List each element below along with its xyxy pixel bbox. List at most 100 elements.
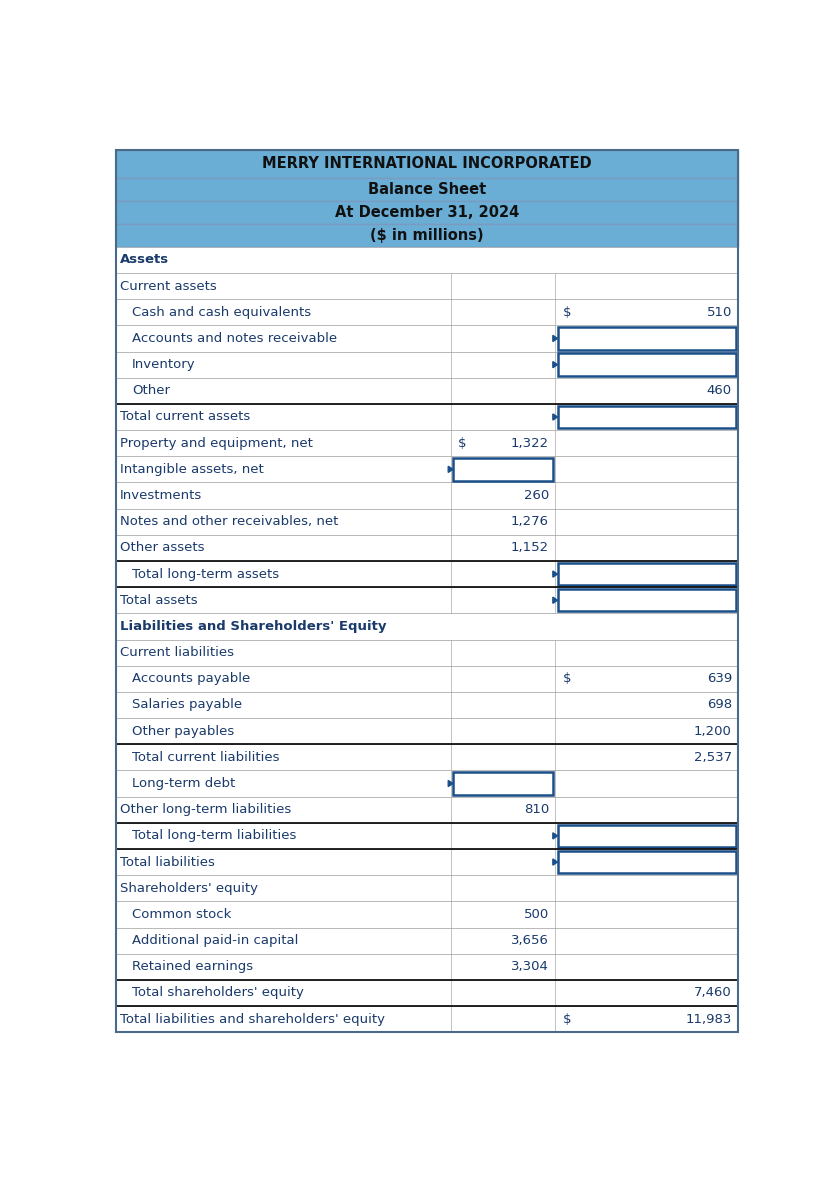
Text: Current assets: Current assets (120, 280, 217, 292)
Text: 510: 510 (706, 305, 732, 318)
Bar (557, 563, 736, 585)
Text: Liabilities and Shareholders' Equity: Liabilities and Shareholders' Equity (120, 620, 387, 633)
Bar (557, 851, 736, 874)
Bar (116, 273, 738, 299)
Bar (116, 299, 738, 326)
Text: 698: 698 (706, 699, 732, 711)
Polygon shape (553, 414, 557, 420)
Text: Investments: Investments (120, 490, 202, 502)
Bar (557, 353, 736, 376)
Text: Cash and cash equivalents: Cash and cash equivalents (132, 305, 312, 318)
Polygon shape (553, 361, 557, 367)
Bar (116, 718, 738, 745)
Bar (116, 326, 738, 352)
Bar (116, 928, 738, 954)
Text: Total long-term liabilities: Total long-term liabilities (132, 830, 297, 843)
Text: Total long-term assets: Total long-term assets (132, 567, 279, 581)
Text: Salaries payable: Salaries payable (132, 699, 242, 711)
Text: Balance Sheet: Balance Sheet (368, 182, 486, 196)
Text: Intangible assets, net: Intangible assets, net (120, 463, 263, 476)
Bar (116, 849, 738, 875)
Bar (116, 150, 738, 177)
Text: $: $ (563, 1013, 571, 1026)
Bar (116, 796, 738, 822)
Bar (116, 201, 738, 224)
Bar (116, 666, 738, 692)
Text: 1,276: 1,276 (511, 515, 549, 528)
Text: 1,200: 1,200 (694, 724, 732, 737)
Text: Total current liabilities: Total current liabilities (132, 751, 280, 764)
Bar (453, 772, 553, 795)
Bar (116, 613, 738, 639)
Text: At December 31, 2024: At December 31, 2024 (335, 205, 519, 220)
Text: MERRY INTERNATIONAL INCORPORATED: MERRY INTERNATIONAL INCORPORATED (262, 156, 591, 171)
Text: Additional paid-in capital: Additional paid-in capital (132, 934, 298, 947)
Text: Total liabilities and shareholders' equity: Total liabilities and shareholders' equi… (120, 1013, 385, 1026)
Polygon shape (553, 597, 557, 603)
Bar (116, 352, 738, 378)
Text: Notes and other receivables, net: Notes and other receivables, net (120, 515, 338, 528)
Polygon shape (448, 780, 453, 786)
Bar (116, 771, 738, 796)
Text: Property and equipment, net: Property and equipment, net (120, 437, 312, 450)
Text: 810: 810 (524, 803, 549, 816)
Bar (116, 745, 738, 771)
Text: Total shareholders' equity: Total shareholders' equity (132, 986, 304, 999)
Bar (116, 875, 738, 901)
Bar (453, 458, 553, 480)
Text: 1,152: 1,152 (511, 541, 549, 554)
Bar (116, 535, 738, 561)
Polygon shape (448, 467, 453, 473)
Text: Accounts and notes receivable: Accounts and notes receivable (132, 332, 337, 345)
Polygon shape (553, 335, 557, 341)
Text: Other: Other (132, 384, 170, 397)
Text: 3,304: 3,304 (511, 960, 549, 973)
Text: Assets: Assets (120, 254, 169, 267)
Bar (116, 509, 738, 535)
Bar (116, 588, 738, 613)
Bar (116, 954, 738, 980)
Polygon shape (553, 859, 557, 865)
Text: Total liabilities: Total liabilities (120, 856, 215, 869)
Text: Other payables: Other payables (132, 724, 234, 737)
Text: Long-term debt: Long-term debt (132, 777, 235, 790)
Bar (557, 406, 736, 429)
Bar (116, 561, 738, 588)
Text: 260: 260 (524, 490, 549, 502)
Text: Inventory: Inventory (132, 358, 196, 371)
Bar (116, 901, 738, 928)
Bar (116, 224, 738, 247)
Bar (557, 327, 736, 350)
Text: Total assets: Total assets (120, 594, 197, 607)
Bar (116, 247, 738, 273)
Text: ($ in millions): ($ in millions) (370, 227, 484, 243)
Text: Other assets: Other assets (120, 541, 204, 554)
Text: 500: 500 (524, 907, 549, 920)
Bar (116, 482, 738, 509)
Bar (557, 589, 736, 612)
Bar (116, 177, 738, 201)
Text: $: $ (563, 673, 571, 686)
Bar (116, 403, 738, 430)
Text: 7,460: 7,460 (694, 986, 732, 999)
Bar (116, 692, 738, 718)
Text: Common stock: Common stock (132, 907, 232, 920)
Bar (116, 980, 738, 1005)
Text: 2,537: 2,537 (694, 751, 732, 764)
Text: Other long-term liabilities: Other long-term liabilities (120, 803, 291, 816)
Text: Shareholders' equity: Shareholders' equity (120, 882, 257, 894)
Polygon shape (553, 571, 557, 577)
Bar (557, 825, 736, 847)
Polygon shape (553, 833, 557, 839)
Bar (116, 639, 738, 666)
Text: 11,983: 11,983 (686, 1013, 732, 1026)
Bar (116, 430, 738, 456)
Text: 639: 639 (706, 673, 732, 686)
Text: $: $ (563, 305, 571, 318)
Text: Retained earnings: Retained earnings (132, 960, 253, 973)
Bar (116, 378, 738, 403)
Text: 3,656: 3,656 (511, 934, 549, 947)
Text: $: $ (458, 437, 466, 450)
Text: Total current assets: Total current assets (120, 411, 250, 424)
Bar (116, 822, 738, 849)
